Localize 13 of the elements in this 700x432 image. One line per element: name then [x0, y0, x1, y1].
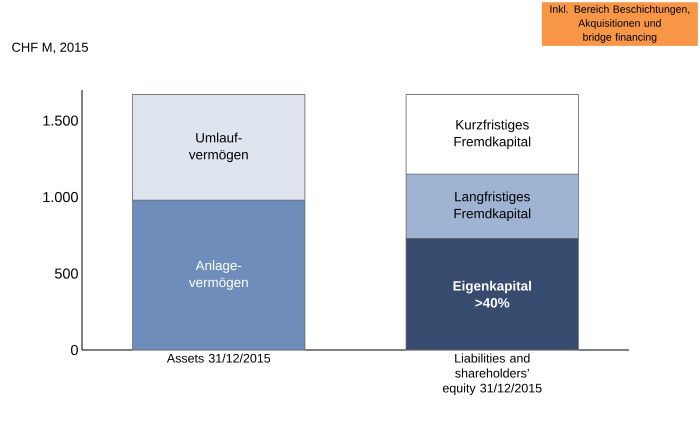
series-label: Umlauf- vermögen — [188, 132, 248, 162]
x-tick-label: Liabilities and shareholders’ equity 31/12/2015 — [442, 354, 542, 396]
y-tick-label: 1.500 — [43, 115, 78, 126]
series-label: Langfristiges Fremdkapital — [454, 191, 530, 221]
text: CHF M, 2015 — [12, 42, 88, 54]
text: Inkl. Bereich Beschichtungen, Akquisitionen und bridge financing — [550, 5, 690, 43]
x-tick-label: Assets 31/12/2015 — [166, 354, 270, 363]
y-tick-label: 1.000 — [43, 192, 78, 202]
y-tick-label: 0 — [71, 344, 78, 356]
series-label: Eigenkapital >40% — [454, 280, 531, 308]
series-label: Anlage- vermögen — [188, 260, 248, 290]
series-label: Kurzfristiges Fremdkapital — [454, 120, 530, 150]
y-tick-label: 500 — [54, 268, 78, 279]
